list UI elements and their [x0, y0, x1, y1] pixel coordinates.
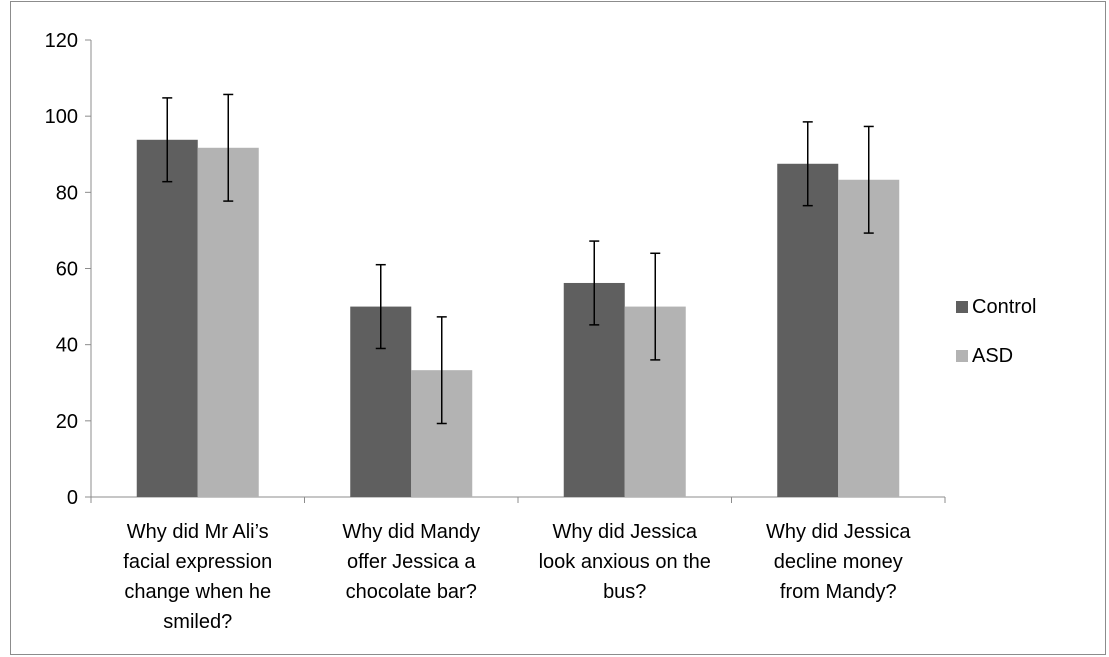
bar-control: [136, 139, 198, 498]
x-category-label: Why did Jessica look anxious on the bus?: [539, 521, 711, 603]
x-category-label-line: from Mandy?: [780, 581, 897, 603]
x-category-label-line: Why did Jessica: [766, 521, 911, 543]
legend-swatch-control: [956, 301, 968, 313]
y-tick-label: 80: [56, 182, 78, 204]
x-category-label: Why did Mr Ali’s facial expression change …: [123, 521, 272, 633]
y-tick-label: 100: [45, 106, 78, 128]
y-tick-label: 120: [45, 30, 78, 52]
x-category-label-line: look anxious on the: [539, 551, 711, 573]
x-category-label-line: smiled?: [163, 611, 232, 633]
y-tick-label: 20: [56, 411, 78, 433]
x-category-label: Why did Mandy offer Jessica a chocolate ba…: [342, 521, 480, 603]
legend-label-asd: ASD: [972, 345, 1013, 367]
legend-swatch-asd: [956, 350, 968, 362]
x-category-label-line: facial expression: [123, 551, 272, 573]
x-category-label-line: Why did Mr Ali’s: [127, 521, 269, 543]
x-category-label-line: offer Jessica a: [347, 551, 476, 573]
y-tick-label: 40: [56, 335, 78, 357]
x-category-label-line: Why did Mandy: [342, 521, 480, 543]
legend-label-control: Control: [972, 296, 1036, 318]
x-category-label-line: change when he: [124, 581, 271, 603]
bar-asd: [197, 147, 259, 498]
x-category-label-line: chocolate bar?: [346, 581, 477, 603]
x-category-label: Why did Jessica decline money from Mandy?: [766, 521, 911, 603]
y-tick-label: 60: [56, 259, 78, 281]
y-tick-label: 0: [67, 487, 78, 509]
x-category-label-line: bus?: [603, 581, 646, 603]
x-category-label-line: Why did Jessica: [553, 521, 698, 543]
bar-control: [777, 163, 839, 498]
x-category-label-line: decline money: [774, 551, 903, 573]
